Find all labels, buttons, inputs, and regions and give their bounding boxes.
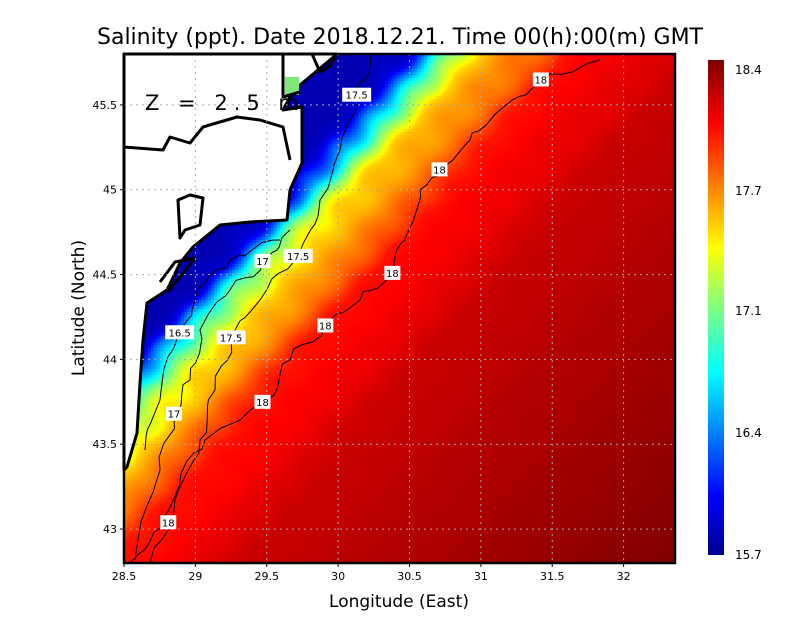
plot-frame [122, 52, 677, 565]
contour-line [129, 59, 601, 564]
contour-label-bg [384, 265, 401, 280]
y-tick-label: 43.5 [93, 438, 118, 451]
gridlines [124, 54, 675, 563]
contour-label: 18 [256, 398, 269, 409]
contour-line [134, 229, 291, 561]
contour-label-bg [254, 394, 271, 409]
x-axis: 28.5 29 29.5 30 30.5 31 31.5 32 [112, 563, 631, 583]
depth-annotation: Z = 2.5 m [145, 91, 305, 115]
contour-label-bg [216, 330, 246, 345]
x-tick-label: 29.5 [254, 570, 279, 583]
contour-label: 18 [433, 165, 446, 176]
contour-label-bg [317, 318, 334, 333]
x-tick-label: 31.5 [540, 570, 565, 583]
colorbar-label: 17.7 [735, 184, 762, 198]
contour-label-bg [160, 515, 177, 530]
contour-label-bg [431, 162, 448, 177]
contour-label: 18 [319, 321, 332, 332]
x-axis-label: Longitude (East) [329, 592, 469, 612]
contour-label-bg [254, 253, 271, 268]
colorbar-label: 15.7 [735, 548, 762, 562]
y-tick-label: 44 [103, 353, 117, 366]
contour-label: 17.5 [220, 333, 242, 344]
x-tick-label: 30.5 [397, 570, 422, 583]
contour-label: 18 [162, 518, 175, 529]
contour-label-bg [283, 248, 313, 263]
y-tick-label: 43 [103, 523, 117, 536]
colorbar [708, 60, 724, 555]
chart-title: Salinity (ppt). Date 2018.12.21. Time 00… [97, 25, 704, 50]
x-tick-label: 30 [331, 570, 345, 583]
contour-labels: 18 17.5 18 17.5 17 18 18 16.5 17.5 18 17 18 [160, 72, 549, 530]
y-tick-label: 45 [103, 184, 117, 197]
contour-label-bg [165, 406, 182, 421]
contour-label: 17 [256, 257, 269, 268]
contour-label-bg [532, 72, 549, 87]
y-axis: 43 43.5 44 44.5 45 45.5 [93, 99, 124, 536]
colorbar-label: 17.1 [735, 304, 762, 318]
contour-label-bg [342, 87, 372, 102]
contour-label: 17.5 [287, 252, 309, 263]
contour-label: 17.5 [346, 91, 368, 102]
colorbar-label: 16.4 [735, 426, 762, 440]
colorbar-label: 18.4 [735, 63, 762, 77]
contour-line [149, 53, 372, 564]
contour-label: 18 [386, 269, 399, 280]
borders [123, 53, 339, 293]
lagoon-water [285, 77, 299, 95]
contour-label: 16.5 [169, 328, 191, 339]
y-axis-label: Latitude (North) [69, 240, 89, 376]
x-tick-label: 28.5 [112, 570, 137, 583]
contour-label-bg [165, 325, 195, 340]
y-tick-label: 44.5 [93, 269, 118, 282]
contour-label: 17 [168, 410, 181, 421]
x-tick-label: 31 [474, 570, 488, 583]
colorbar-labels: 18.4 17.7 17.1 16.4 15.7 [735, 63, 762, 562]
x-tick-label: 32 [617, 570, 631, 583]
x-tick-label: 29 [188, 570, 202, 583]
contour-label: 18 [534, 75, 547, 86]
y-tick-label: 45.5 [93, 99, 118, 112]
